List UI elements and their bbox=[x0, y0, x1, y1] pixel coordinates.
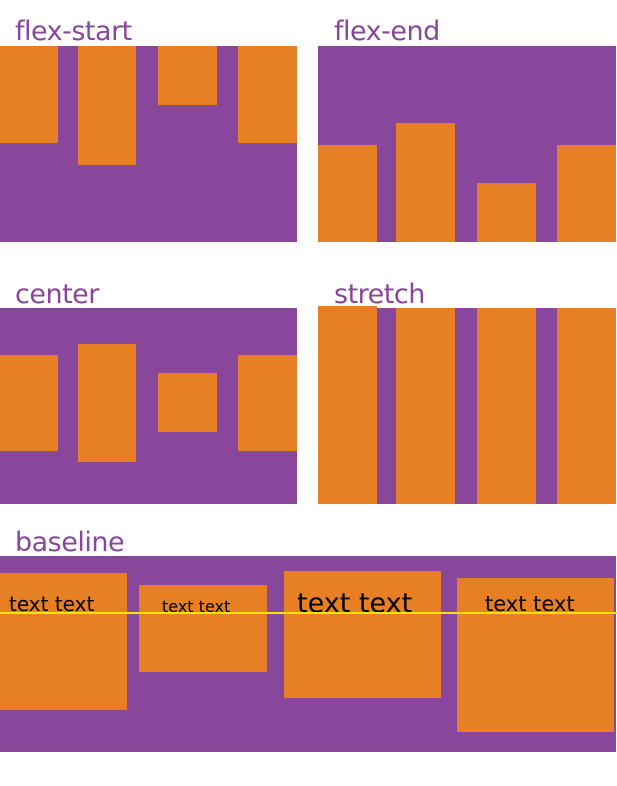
center-label: center bbox=[15, 279, 99, 310]
flex-item: text text bbox=[284, 571, 441, 698]
flex-end-label: flex-end bbox=[334, 16, 440, 47]
flex-item: text text bbox=[139, 585, 267, 672]
stretch-container bbox=[318, 306, 616, 504]
flex-item bbox=[557, 145, 616, 242]
item-text: text text bbox=[485, 592, 575, 616]
center-container bbox=[0, 308, 297, 504]
flex-item bbox=[78, 344, 136, 462]
flex-item bbox=[238, 355, 297, 451]
item-text: text text bbox=[162, 597, 231, 616]
flex-item bbox=[318, 145, 377, 242]
flex-item bbox=[318, 306, 377, 504]
flex-item bbox=[396, 123, 455, 242]
flex-end-container bbox=[318, 46, 616, 242]
baseline-label: baseline bbox=[15, 527, 125, 558]
item-text: text text bbox=[9, 592, 95, 616]
flex-item bbox=[78, 46, 136, 165]
flex-item bbox=[158, 46, 217, 105]
baseline-guide-line bbox=[0, 612, 617, 614]
flex-start-label: flex-start bbox=[15, 16, 132, 47]
flex-item bbox=[158, 373, 217, 432]
flex-item bbox=[477, 183, 536, 242]
flex-item: text text bbox=[457, 578, 614, 732]
flex-item bbox=[238, 46, 297, 143]
flex-item bbox=[0, 355, 58, 451]
baseline-container: text text text text text text text text bbox=[0, 556, 616, 752]
stretch-label: stretch bbox=[334, 279, 425, 310]
flex-item bbox=[557, 308, 616, 504]
flex-start-container bbox=[0, 46, 297, 242]
flex-item bbox=[477, 308, 536, 504]
flex-item bbox=[396, 308, 455, 504]
flex-item bbox=[0, 46, 58, 143]
flex-item: text text bbox=[0, 573, 127, 710]
